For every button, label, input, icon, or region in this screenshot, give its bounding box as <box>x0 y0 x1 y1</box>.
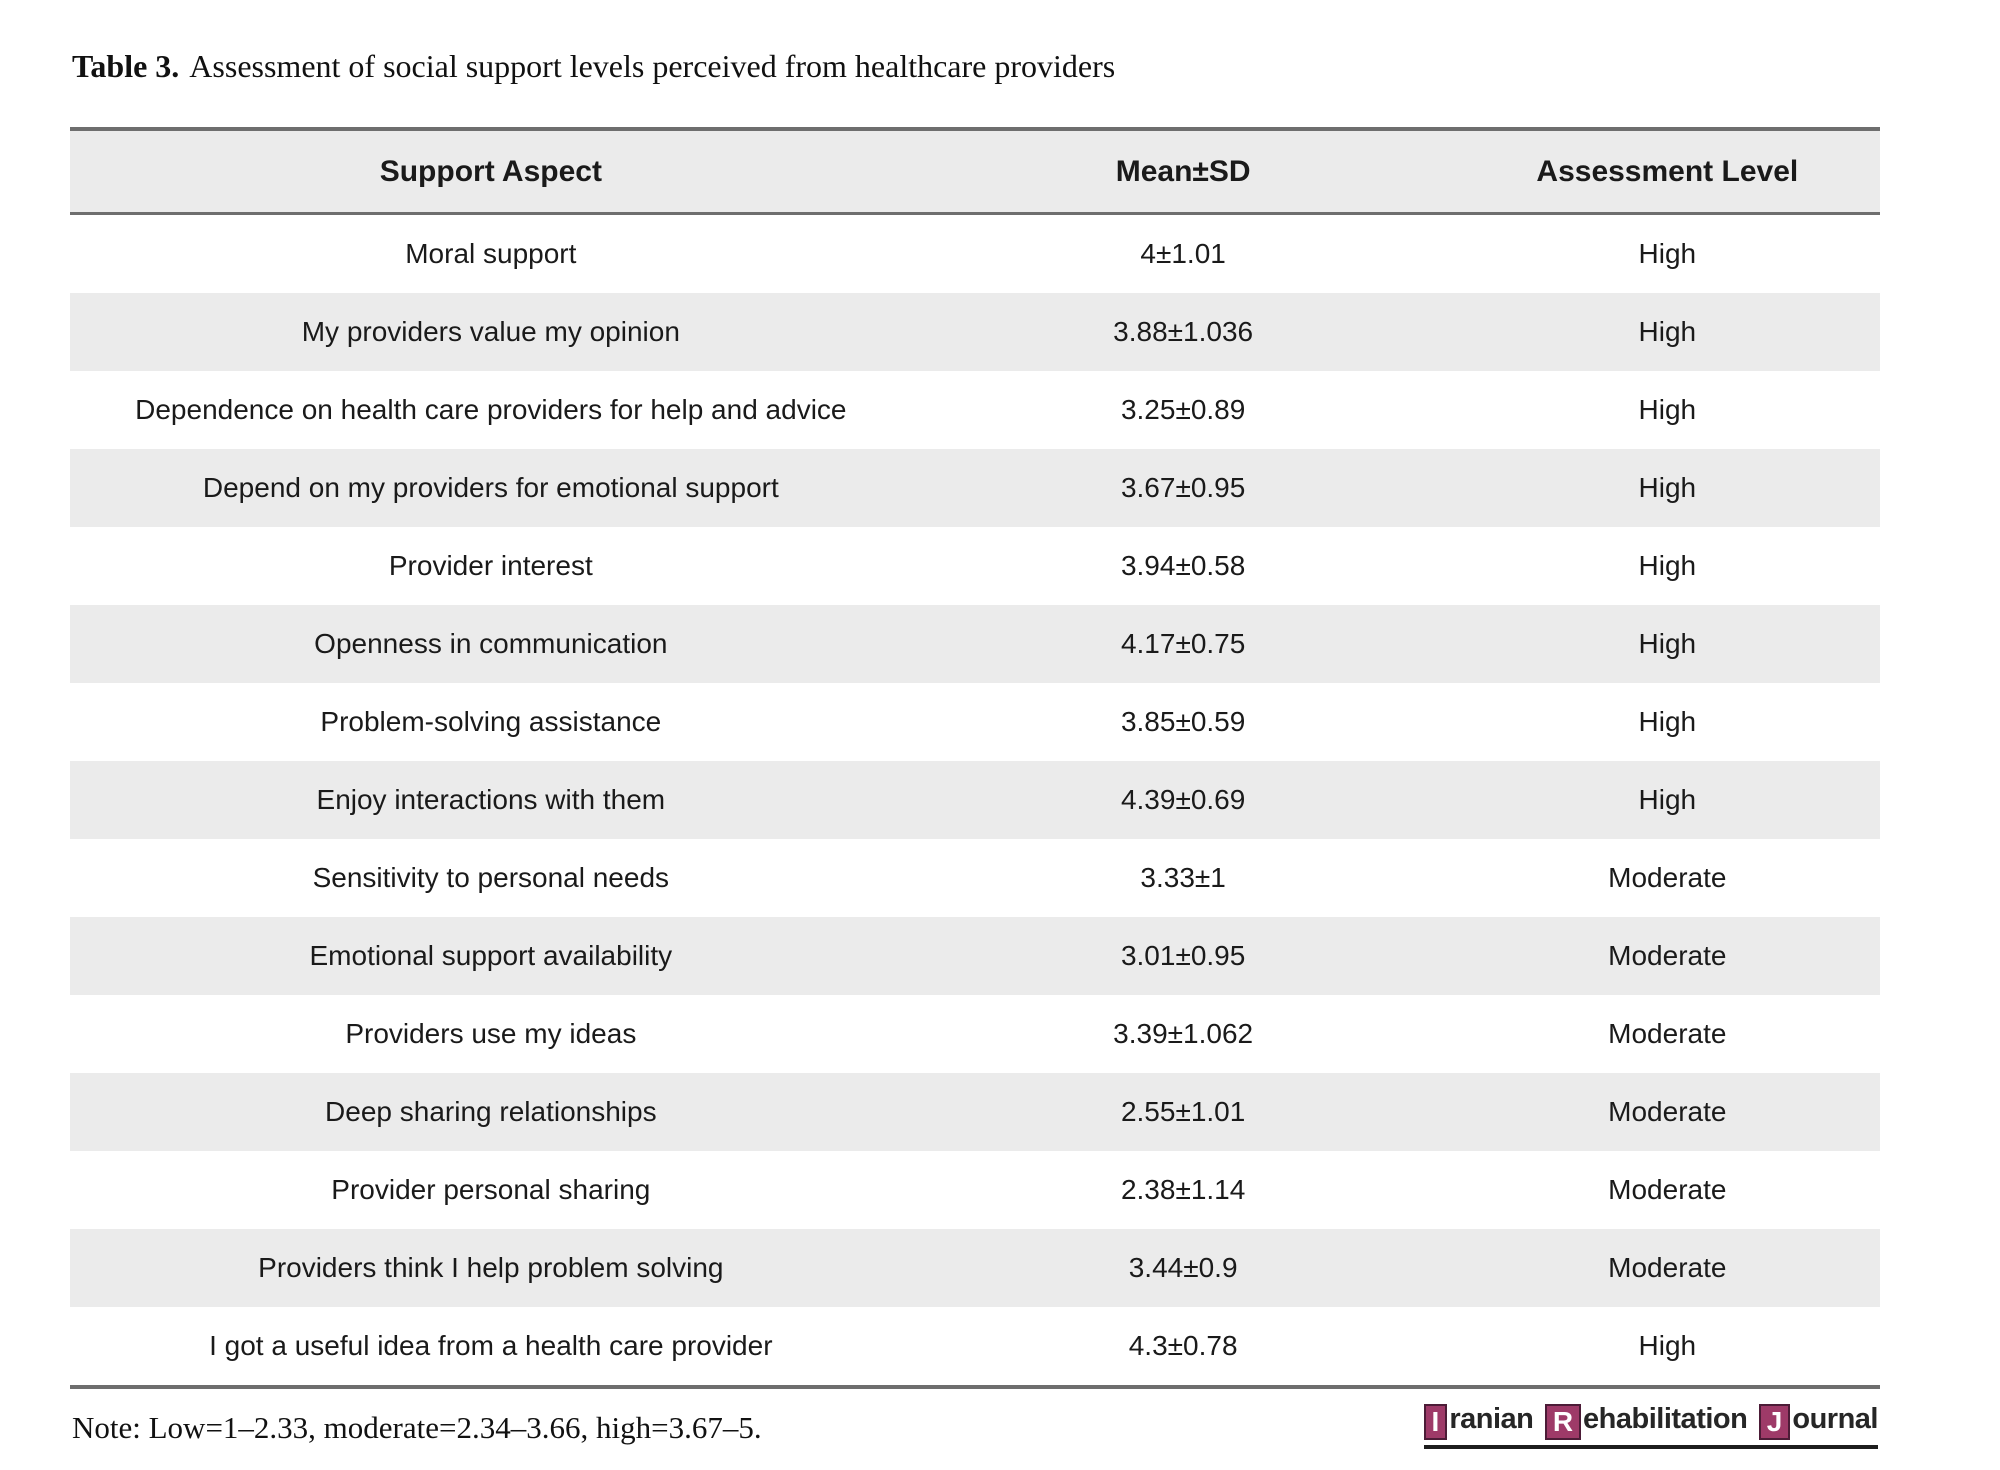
cell-support-aspect: Dependence on health care providers for … <box>135 394 847 425</box>
cell-mean-sd: 3.88±1.036 <box>1113 316 1254 347</box>
table-row: Providers use my ideas 3.39±1.062 Modera… <box>70 995 1880 1073</box>
cell-assessment-level: High <box>1638 1330 1697 1361</box>
cell-assessment-level: High <box>1638 550 1697 581</box>
cell-support-aspect: Provider personal sharing <box>331 1174 651 1205</box>
cell-support-aspect: Problem-solving assistance <box>320 706 662 737</box>
journal-logo-rest: ournal <box>1792 1403 1878 1435</box>
table-row: I got a useful idea from a health care p… <box>70 1307 1880 1385</box>
cell-support-aspect: Deep sharing relationships <box>325 1096 657 1127</box>
cell-support-aspect: Providers use my ideas <box>345 1018 637 1049</box>
cell-support-aspect: My providers value my opinion <box>301 316 680 347</box>
table-row: Provider personal sharing 2.38±1.14 Mode… <box>70 1151 1880 1229</box>
cell-mean-sd: 4.39±0.69 <box>1120 784 1246 815</box>
journal-logo-rest: ranian <box>1449 1403 1534 1435</box>
cell-mean-sd: 4.3±0.78 <box>1128 1330 1238 1361</box>
table-row: Sensitivity to personal needs 3.33±1 Mod… <box>70 839 1880 917</box>
table-note: Note: Low=1–2.33, moderate=2.34–3.66, hi… <box>72 1410 762 1445</box>
table-row: Provider interest 3.94±0.58 High <box>70 527 1880 605</box>
table-number: Table 3. <box>72 48 180 84</box>
journal-logo-initial: I <box>1423 1404 1448 1440</box>
cell-mean-sd: 3.01±0.95 <box>1120 940 1246 971</box>
table-caption-text: Assessment of social support levels perc… <box>189 48 1116 84</box>
cell-mean-sd: 3.33±1 <box>1140 862 1226 893</box>
cell-assessment-level: Moderate <box>1608 862 1727 893</box>
cell-assessment-level: High <box>1638 472 1697 503</box>
table-row: Problem-solving assistance 3.85±0.59 Hig… <box>70 683 1880 761</box>
cell-mean-sd: 3.39±1.062 <box>1113 1018 1254 1049</box>
cell-support-aspect: Depend on my providers for emotional sup… <box>202 472 779 503</box>
cell-assessment-level: Moderate <box>1608 1174 1727 1205</box>
table-row: Depend on my providers for emotional sup… <box>70 449 1880 527</box>
table-header-row: Support Aspect Mean±SD Assessment Level <box>70 131 1880 215</box>
cell-support-aspect: I got a useful idea from a health care p… <box>209 1330 773 1361</box>
journal-logo-rest: ehabilitation <box>1583 1403 1748 1435</box>
cell-assessment-level: High <box>1638 706 1697 737</box>
cell-assessment-level: Moderate <box>1608 1096 1727 1127</box>
cell-assessment-level: Moderate <box>1608 1252 1727 1283</box>
journal-logo-initial: J <box>1758 1404 1791 1440</box>
cell-assessment-level: Moderate <box>1608 940 1727 971</box>
table-row: Enjoy interactions with them 4.39±0.69 H… <box>70 761 1880 839</box>
journal-logo-initial: R <box>1544 1404 1582 1440</box>
header-support-aspect: Support Aspect <box>379 154 602 188</box>
table-row: Providers think I help problem solving 3… <box>70 1229 1880 1307</box>
cell-assessment-level: High <box>1638 394 1697 425</box>
cell-assessment-level: High <box>1638 238 1697 269</box>
cell-support-aspect: Provider interest <box>388 550 593 581</box>
header-assessment-level: Assessment Level <box>1536 154 1799 188</box>
table-row: Emotional support availability 3.01±0.95… <box>70 917 1880 995</box>
cell-assessment-level: High <box>1638 784 1697 815</box>
cell-mean-sd: 2.55±1.01 <box>1120 1096 1246 1127</box>
table-body: Moral support 4±1.01 High My providers v… <box>70 215 1880 1385</box>
cell-support-aspect: Moral support <box>405 238 577 269</box>
cell-mean-sd: 2.38±1.14 <box>1120 1174 1246 1205</box>
cell-support-aspect: Emotional support availability <box>309 940 673 971</box>
cell-mean-sd: 4±1.01 <box>1140 238 1226 269</box>
cell-mean-sd: 4.17±0.75 <box>1120 628 1246 659</box>
table-row: Moral support 4±1.01 High <box>70 215 1880 293</box>
table-row: My providers value my opinion 3.88±1.036… <box>70 293 1880 371</box>
cell-assessment-level: High <box>1638 316 1697 347</box>
cell-mean-sd: 3.67±0.95 <box>1120 472 1246 503</box>
cell-assessment-level: High <box>1638 628 1697 659</box>
table-row: Dependence on health care providers for … <box>70 371 1880 449</box>
cell-assessment-level: Moderate <box>1608 1018 1727 1049</box>
cell-mean-sd: 3.25±0.89 <box>1120 394 1246 425</box>
data-table: Support Aspect Mean±SD Assessment Level … <box>70 127 1880 1389</box>
cell-support-aspect: Sensitivity to personal needs <box>312 862 670 893</box>
cell-mean-sd: 3.94±0.58 <box>1120 550 1246 581</box>
cell-mean-sd: 3.85±0.59 <box>1120 706 1246 737</box>
table-row: Deep sharing relationships 2.55±1.01 Mod… <box>70 1073 1880 1151</box>
cell-mean-sd: 3.44±0.9 <box>1128 1252 1238 1283</box>
cell-support-aspect: Providers think I help problem solving <box>258 1252 724 1283</box>
header-mean-sd: Mean±SD <box>1115 154 1251 188</box>
cell-support-aspect: Openness in communication <box>314 628 668 659</box>
cell-support-aspect: Enjoy interactions with them <box>316 784 666 815</box>
table-caption: Table 3. Assessment of social support lev… <box>72 48 1115 85</box>
table-row: Openness in communication 4.17±0.75 High <box>70 605 1880 683</box>
